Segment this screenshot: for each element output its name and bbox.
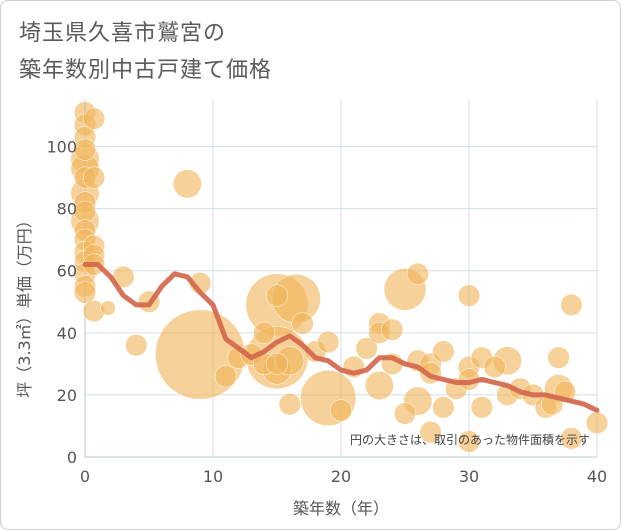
y-tick-label: 100 bbox=[46, 138, 77, 157]
bubble-point bbox=[457, 284, 481, 307]
bubble-point bbox=[419, 421, 442, 444]
y-axis-ticks: 0 20 40 60 80 100 bbox=[46, 138, 77, 467]
bubble-point bbox=[214, 365, 237, 388]
y-axis-title: 坪（3.3㎡）単価（万円） bbox=[15, 212, 34, 397]
bubble-point bbox=[291, 312, 314, 335]
bubble-point bbox=[82, 107, 106, 130]
x-axis-ticks: 0 10 20 30 40 bbox=[80, 467, 607, 486]
bubble-point bbox=[172, 169, 202, 199]
bubble-point bbox=[100, 300, 116, 316]
bubble-point bbox=[253, 321, 276, 344]
bubble-point bbox=[432, 396, 455, 419]
bubble-point bbox=[125, 334, 148, 357]
bubble-point bbox=[432, 340, 455, 363]
bubble-point bbox=[355, 337, 378, 360]
x-tick-label: 0 bbox=[80, 467, 90, 486]
bubble-point bbox=[560, 293, 583, 316]
bubble-point bbox=[329, 399, 353, 422]
x-axis-title: 築年数（年） bbox=[293, 499, 389, 518]
y-tick-label: 60 bbox=[57, 262, 77, 281]
bubble-point bbox=[73, 138, 97, 161]
y-tick-label: 80 bbox=[57, 200, 77, 219]
bubble-point bbox=[265, 284, 289, 307]
y-tick-label: 40 bbox=[57, 324, 77, 343]
bubble-point bbox=[381, 318, 404, 341]
bubble-point bbox=[73, 281, 97, 304]
bubble-point bbox=[560, 427, 583, 450]
bubble-point bbox=[317, 331, 340, 354]
bubble-point bbox=[82, 166, 106, 189]
bubble-point bbox=[265, 352, 289, 375]
x-tick-label: 10 bbox=[203, 467, 223, 486]
y-tick-label: 20 bbox=[57, 386, 77, 405]
bubble-point bbox=[457, 430, 481, 453]
bubble-point bbox=[393, 402, 417, 425]
bubble-point bbox=[73, 200, 97, 223]
bubble-size-note: 円の大きさは、取引のあった物件面積を示す bbox=[350, 432, 590, 447]
bubble-point bbox=[364, 371, 394, 401]
chart-title-line-2: 築年数別中古戸建て価格 bbox=[19, 58, 273, 83]
x-tick-label: 20 bbox=[331, 467, 351, 486]
bubble-point bbox=[547, 346, 570, 369]
chart-title-line-1: 埼玉県久喜市鷲宮の bbox=[19, 21, 227, 46]
bubble-point bbox=[483, 355, 506, 379]
chart-title: 埼玉県久喜市鷲宮の 築年数別中古戸建て価格 bbox=[19, 15, 579, 89]
trend-line bbox=[82, 262, 600, 413]
y-tick-label: 0 bbox=[67, 448, 77, 467]
bubble-point bbox=[470, 396, 493, 419]
bubble-point bbox=[406, 262, 429, 285]
x-tick-label: 40 bbox=[587, 467, 607, 486]
bubble-point bbox=[585, 411, 609, 434]
x-tick-label: 30 bbox=[459, 467, 479, 486]
bubble-point bbox=[278, 393, 301, 416]
